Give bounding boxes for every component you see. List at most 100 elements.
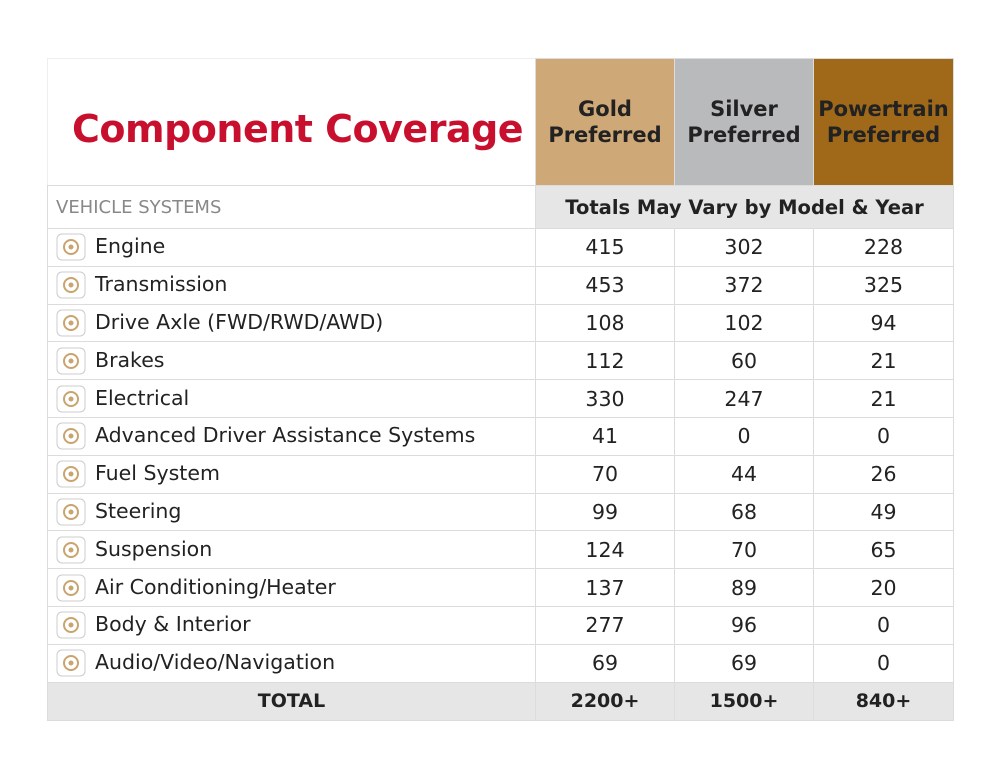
table: Component Coverage Gold Preferred Silver… xyxy=(47,58,954,721)
system-icon xyxy=(56,271,86,299)
system-icon xyxy=(56,536,86,564)
system-cell: Suspension xyxy=(47,530,536,570)
count-cell: 277 xyxy=(535,605,675,645)
system-cell: Steering xyxy=(47,492,536,532)
system-icon xyxy=(56,233,86,261)
system-icon xyxy=(56,422,86,450)
plan-gold: Gold Preferred xyxy=(535,58,675,186)
system-name: Suspension xyxy=(95,536,213,561)
count-cell: 49 xyxy=(813,492,954,532)
system-name: Brakes xyxy=(95,347,165,372)
data-row: Drive Axle (FWD/RWD/AWD) 108 102 94 xyxy=(47,303,954,343)
system-name: Steering xyxy=(95,498,182,523)
data-row: Brakes 112 60 21 xyxy=(47,341,954,381)
data-row: Air Conditioning/Heater 137 89 20 xyxy=(47,568,954,607)
total-row: TOTAL 2200+ 1500+ 840+ xyxy=(47,681,954,721)
data-row: Steering 99 68 49 xyxy=(47,492,954,532)
system-icon xyxy=(56,460,86,488)
system-cell: Air Conditioning/Heater xyxy=(47,568,536,607)
count-cell: 41 xyxy=(535,416,675,456)
data-row: Transmission 453 372 325 xyxy=(47,265,954,305)
system-name: Engine xyxy=(95,234,166,259)
count-cell: 228 xyxy=(813,228,954,267)
system-icon xyxy=(56,385,86,413)
count-cell: 20 xyxy=(813,568,954,607)
note: Totals May Vary by Model & Year xyxy=(535,185,954,229)
count-cell: 89 xyxy=(674,568,814,607)
count-cell: 70 xyxy=(535,454,675,494)
system-icon xyxy=(56,611,86,639)
count-cell: 26 xyxy=(813,454,954,494)
data-row: Suspension 124 70 65 xyxy=(47,530,954,570)
count-cell: 70 xyxy=(674,530,814,570)
data-row: Body & Interior 277 96 0 xyxy=(47,605,954,645)
count-cell: 65 xyxy=(813,530,954,570)
system-name: Body & Interior xyxy=(95,612,251,637)
system-cell: Transmission xyxy=(47,265,536,305)
table-body: Component Coverage Gold Preferred Silver… xyxy=(47,58,954,721)
system-cell: Brakes xyxy=(47,341,536,381)
system-name: Fuel System xyxy=(95,461,220,486)
count-cell: 124 xyxy=(535,530,675,570)
system-cell: Audio/Video/Navigation xyxy=(47,643,536,683)
system-name: Transmission xyxy=(95,272,228,297)
count-cell: 372 xyxy=(674,265,814,305)
count-cell: 0 xyxy=(813,416,954,456)
count-cell: 302 xyxy=(674,228,814,267)
system-icon xyxy=(56,649,86,677)
system-cell: Body & Interior xyxy=(47,605,536,645)
count-cell: 108 xyxy=(535,303,675,343)
title: Component Coverage xyxy=(47,58,536,186)
system-cell: Drive Axle (FWD/RWD/AWD) xyxy=(47,303,536,343)
count-cell: 60 xyxy=(674,341,814,381)
total-value: 2200+ xyxy=(535,681,675,721)
header-row: Component Coverage Gold Preferred Silver… xyxy=(47,58,954,186)
count-cell: 0 xyxy=(813,605,954,645)
data-row: Fuel System 70 44 26 xyxy=(47,454,954,494)
system-icon xyxy=(56,498,86,526)
count-cell: 21 xyxy=(813,379,954,418)
count-cell: 94 xyxy=(813,303,954,343)
data-row: Audio/Video/Navigation 69 69 0 xyxy=(47,643,954,683)
system-cell: Electrical xyxy=(47,379,536,418)
count-cell: 44 xyxy=(674,454,814,494)
count-cell: 99 xyxy=(535,492,675,532)
count-cell: 137 xyxy=(535,568,675,607)
count-cell: 96 xyxy=(674,605,814,645)
system-icon xyxy=(56,347,86,375)
count-cell: 415 xyxy=(535,228,675,267)
plan-silver: Silver Preferred xyxy=(674,58,814,186)
count-cell: 21 xyxy=(813,341,954,381)
count-cell: 0 xyxy=(674,416,814,456)
system-name: Audio/Video/Navigation xyxy=(95,650,336,675)
data-row: Electrical 330 247 21 xyxy=(47,379,954,418)
system-icon xyxy=(56,574,86,602)
system-name: Advanced Driver Assistance Systems xyxy=(95,423,476,448)
count-cell: 112 xyxy=(535,341,675,381)
system-name: Drive Axle (FWD/RWD/AWD) xyxy=(95,309,384,334)
vehicle-systems-label: VEHICLE SYSTEMS xyxy=(47,185,536,229)
count-cell: 247 xyxy=(674,379,814,418)
count-cell: 453 xyxy=(535,265,675,305)
total-value: 1500+ xyxy=(674,681,814,721)
count-cell: 102 xyxy=(674,303,814,343)
plan-powertrain: Powertrain Preferred xyxy=(813,58,954,186)
count-cell: 0 xyxy=(813,643,954,683)
count-cell: 68 xyxy=(674,492,814,532)
subheader-row: VEHICLE SYSTEMS Totals May Vary by Model… xyxy=(47,185,954,229)
system-name: Air Conditioning/Heater xyxy=(95,574,336,599)
count-cell: 69 xyxy=(674,643,814,683)
system-cell: Engine xyxy=(47,228,536,267)
count-cell: 330 xyxy=(535,379,675,418)
data-row: Advanced Driver Assistance Systems 41 0 0 xyxy=(47,416,954,456)
system-cell: Fuel System xyxy=(47,454,536,494)
count-cell: 325 xyxy=(813,265,954,305)
total-label: TOTAL xyxy=(47,681,536,721)
count-cell: 69 xyxy=(535,643,675,683)
coverage-table: Component Coverage Gold Preferred Silver… xyxy=(47,58,954,721)
data-row: Engine 415 302 228 xyxy=(47,228,954,267)
system-cell: Advanced Driver Assistance Systems xyxy=(47,416,536,456)
system-name: Electrical xyxy=(95,385,190,410)
total-value: 840+ xyxy=(813,681,954,721)
